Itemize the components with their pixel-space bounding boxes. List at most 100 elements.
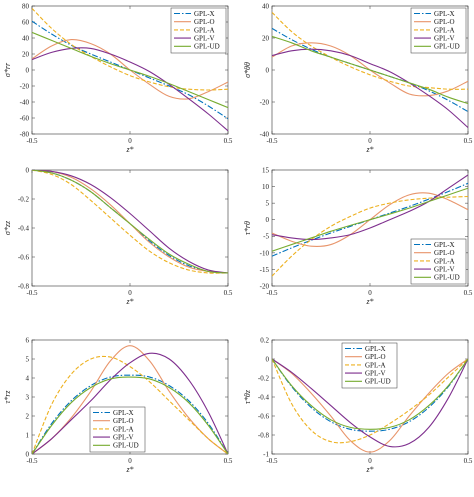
legend-label-gpl-o: GPL-O <box>113 417 134 425</box>
y-tick-label: 0 <box>26 450 30 458</box>
y-tick-label: 0 <box>26 66 30 74</box>
series-group <box>272 174 468 277</box>
x-tick-label: 0 <box>128 137 132 145</box>
legend-label-gpl-a: GPL-A <box>434 26 455 34</box>
x-tick-label: -0.5 <box>26 137 38 145</box>
y-tick-label: 0 <box>266 216 270 224</box>
legend-label-gpl-ud: GPL-UD <box>194 43 220 51</box>
x-axis-label: z* <box>125 465 133 474</box>
y-axis-label: τ*rz <box>3 390 12 404</box>
y-tick-label: -20 <box>20 82 30 90</box>
x-tick-label: 0.5 <box>224 137 233 145</box>
y-tick-label: -20 <box>260 282 270 290</box>
legend-label-gpl-a: GPL-A <box>434 257 455 265</box>
y-tick-label: -0.2 <box>18 195 30 203</box>
y-tick-label: 20 <box>22 50 30 58</box>
series-line-gpl-v <box>272 358 468 448</box>
y-tick-label: 0 <box>26 166 30 174</box>
legend-label-gpl-v: GPL-V <box>113 434 134 442</box>
series-line-gpl-x <box>32 20 228 120</box>
y-tick-label: 10 <box>262 183 270 191</box>
x-axis-label: z* <box>365 145 373 154</box>
x-tick-label: 0 <box>128 457 132 465</box>
y-tick-label: -20 <box>260 98 270 106</box>
legend-label-gpl-ud: GPL-UD <box>434 274 460 282</box>
legend-label-gpl-o: GPL-O <box>434 249 455 257</box>
chart-panel-1: -80 -60 -40 -20 0 20 40 60 80 -0.5 0 0.5 z* σ*rr GPL-X… <box>3 2 233 154</box>
x-tick-label: -0.5 <box>266 457 278 465</box>
chart-panel-2: -40 -20 0 20 40 -0.5 0 0.5 z* σ*θθ GPL-XGPL-OGPL-A… <box>243 2 473 154</box>
x-tick-label: 0.5 <box>464 137 473 145</box>
y-tick-label: -60 <box>20 114 30 122</box>
chart-panel-3: -0.8 -0.6 -0.4 -0.2 0 -0.5 0 0.5 z* σ*zz <box>3 166 233 306</box>
series-line-gpl-ud <box>32 31 228 109</box>
x-tick-label: -0.5 <box>266 137 278 145</box>
series-line-gpl-ud <box>272 187 468 252</box>
legend-label-gpl-v: GPL-V <box>434 35 455 43</box>
series-group <box>272 358 468 453</box>
y-tick-label: -15 <box>260 266 270 274</box>
series-line-gpl-v <box>32 170 228 274</box>
legend-label-gpl-x: GPL-X <box>113 409 134 417</box>
series-group <box>32 170 228 274</box>
y-tick-label: -0.4 <box>18 224 30 232</box>
series-line-gpl-ud <box>32 170 228 274</box>
y-tick-label: -80 <box>20 130 30 138</box>
legend-label-gpl-ud: GPL-UD <box>113 442 139 450</box>
legend-label-gpl-x: GPL-X <box>365 345 386 353</box>
y-tick-label: 0.2 <box>260 336 269 344</box>
x-tick-label: 0 <box>128 289 132 297</box>
legend-label-gpl-a: GPL-A <box>365 361 386 369</box>
series-group <box>32 345 228 454</box>
series-line-gpl-x <box>32 170 228 274</box>
legend-box <box>170 7 227 54</box>
y-tick-label: -5 <box>263 233 269 241</box>
legend-label-gpl-v: GPL-V <box>434 266 455 274</box>
chart-panel-6: -1 -0.8 -0.6 -0.4 -0.2 0 0.2 -0.5 0 0.5 z* τ*θz GPL-… <box>243 336 473 474</box>
y-tick-label: -0.6 <box>18 253 30 261</box>
legend-label-gpl-x: GPL-X <box>194 10 215 18</box>
y-tick-label: 3 <box>26 393 30 401</box>
series-line-gpl-a <box>32 8 228 91</box>
series-line-gpl-v <box>272 48 468 129</box>
y-tick-label: 60 <box>22 18 30 26</box>
y-tick-label: -0.2 <box>258 374 270 382</box>
legend-label-gpl-a: GPL-A <box>113 425 134 433</box>
series-line-gpl-o <box>272 358 468 453</box>
series-group <box>272 12 468 129</box>
y-tick-label: 5 <box>266 200 270 208</box>
y-tick-label: 1 <box>26 431 30 439</box>
series-group <box>32 8 228 132</box>
y-tick-label: -10 <box>260 249 270 257</box>
legend-label-gpl-v: GPL-V <box>194 35 215 43</box>
x-tick-label: 0.5 <box>464 457 473 465</box>
y-tick-label: 15 <box>262 166 270 174</box>
y-tick-label: 20 <box>262 34 270 42</box>
legend-box <box>410 238 467 285</box>
x-axis-label: z* <box>125 297 133 306</box>
series-line-gpl-ud <box>32 376 228 454</box>
x-tick-label: 0 <box>368 137 372 145</box>
legend-label-gpl-o: GPL-O <box>194 18 215 26</box>
series-line-gpl-x <box>272 358 468 432</box>
x-tick-label: -0.5 <box>266 289 278 297</box>
legend-box <box>410 7 467 54</box>
series-line-gpl-v <box>272 174 468 241</box>
y-axis-label: σ*rr <box>3 62 12 77</box>
legend-label-gpl-x: GPL-X <box>434 10 455 18</box>
legend-label-gpl-v: GPL-V <box>365 370 386 378</box>
series-line-gpl-v <box>32 47 228 132</box>
series-line-gpl-a <box>32 355 228 454</box>
y-axis-label: τ*θz <box>243 389 252 404</box>
y-tick-label: -40 <box>260 130 270 138</box>
y-tick-label: 4 <box>26 374 30 382</box>
x-tick-label: -0.5 <box>26 289 38 297</box>
series-line-gpl-o <box>32 170 228 274</box>
legend-label-gpl-x: GPL-X <box>434 241 455 249</box>
y-tick-label: 6 <box>26 336 30 344</box>
